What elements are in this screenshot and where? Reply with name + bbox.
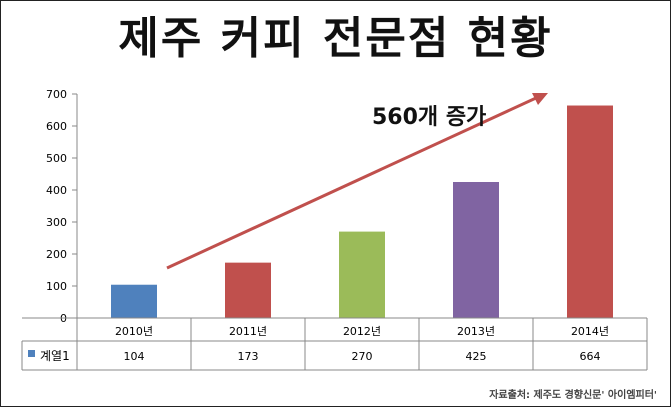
x-category-label: 2011년 — [229, 325, 267, 338]
x-category-label: 2014년 — [571, 325, 609, 338]
x-category-label: 2012년 — [343, 325, 381, 338]
data-table-value: 664 — [580, 350, 601, 363]
y-tick-label: 300 — [46, 216, 67, 229]
y-tick-label: 100 — [46, 280, 67, 293]
x-category-label: 2010년 — [115, 325, 153, 338]
data-table-value: 425 — [466, 350, 487, 363]
legend-series-name: 계열1 — [40, 349, 70, 363]
source-note: 자료출처: 제주도 경향신문' 아이엠피터' — [489, 390, 657, 401]
y-tick-label: 500 — [46, 152, 67, 165]
legend-swatch — [28, 350, 35, 357]
bar — [339, 231, 385, 318]
bar — [567, 105, 613, 319]
growth-arrow-line — [166, 96, 537, 270]
y-tick-label: 400 — [46, 184, 67, 197]
chart-title: 제주 커피 전문점 현황 — [118, 13, 553, 64]
data-table-value: 270 — [352, 350, 373, 363]
chart-axes: 0100200300400500600700 — [46, 88, 78, 325]
growth-annotation: 560개 증가 — [166, 93, 548, 270]
y-tick-label: 200 — [46, 248, 67, 261]
bar — [453, 182, 499, 318]
data-table-value: 173 — [238, 350, 259, 363]
bar — [111, 284, 157, 318]
growth-arrow-head — [532, 93, 548, 105]
data-table-value: 104 — [124, 350, 145, 363]
growth-annotation-text: 560개 증가 — [372, 105, 486, 130]
x-category-label: 2013년 — [457, 325, 495, 338]
y-tick-label: 700 — [46, 88, 67, 101]
bar — [225, 262, 271, 318]
data-table: 2010년 2011년 2012년 2013년 2014년 104 173 270 425 664… — [21, 317, 648, 371]
chart-bars — [111, 105, 613, 319]
y-tick-label: 600 — [46, 120, 67, 133]
